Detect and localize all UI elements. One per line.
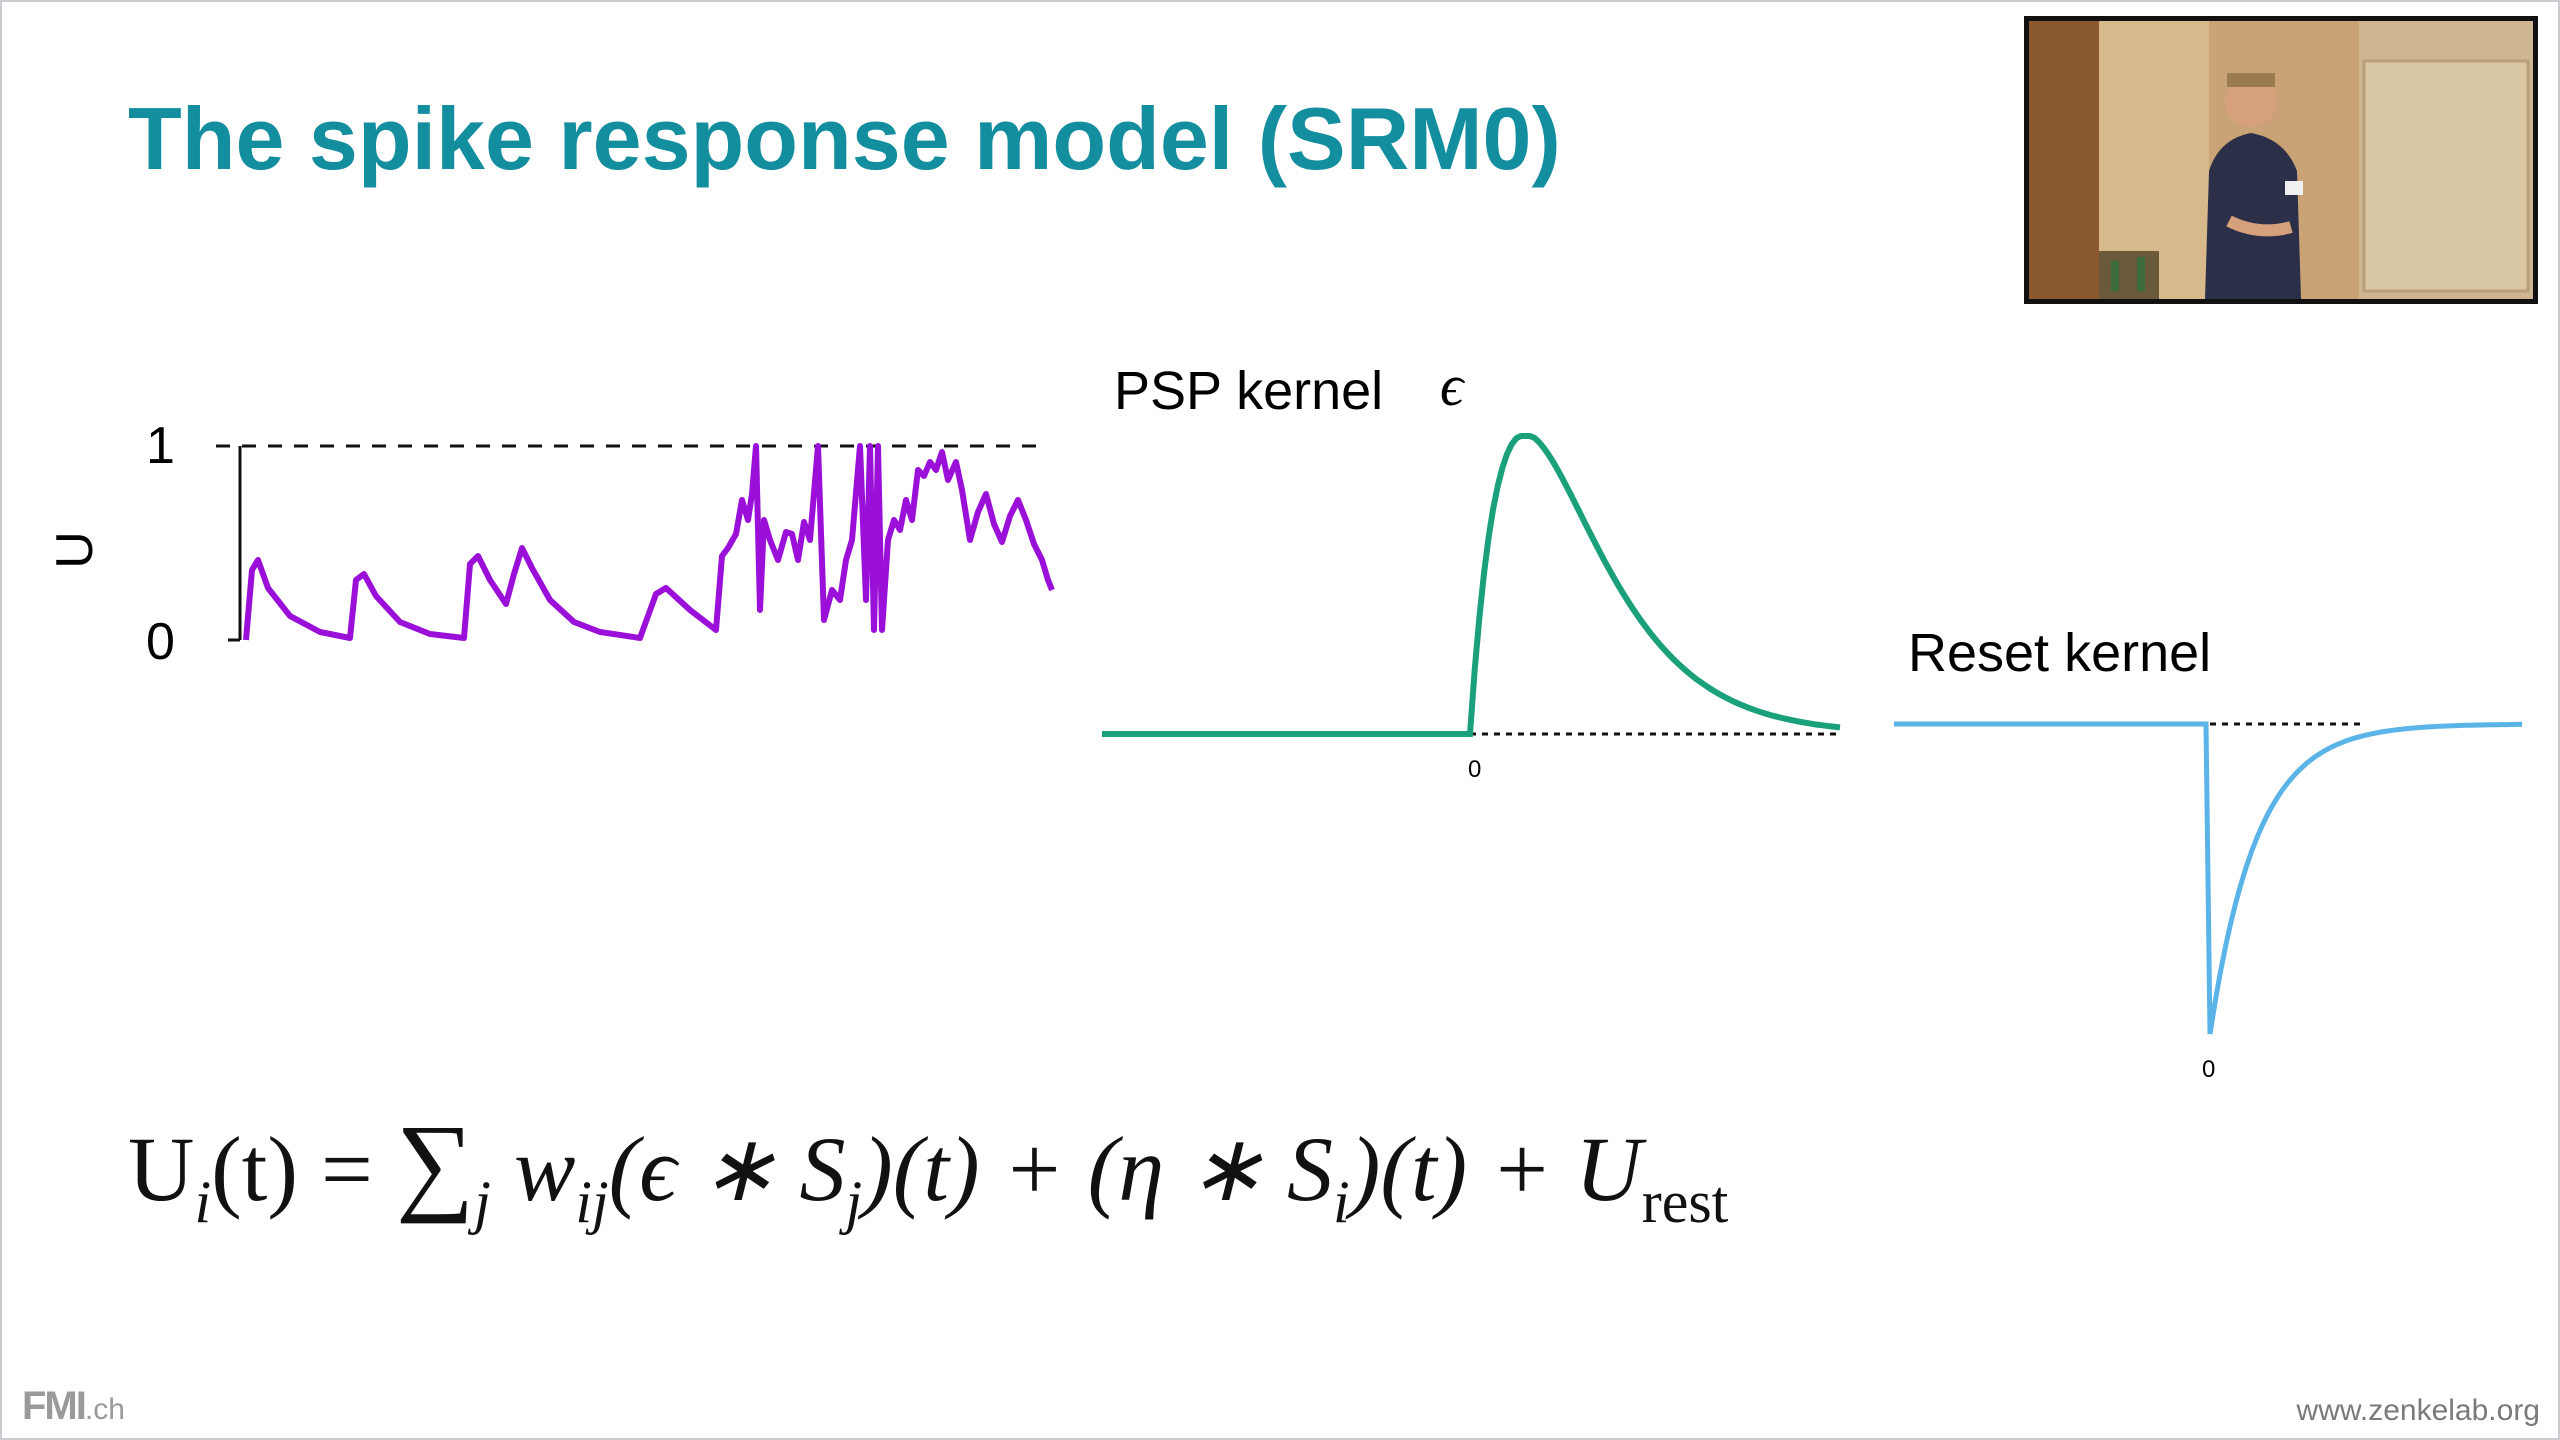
footer-url[interactable]: www.zenkelab.org — [2296, 1394, 2540, 1427]
srm-equation: Ui(t) = ∑j wij(ϵ ∗ Sj)(t) + (η ∗ Si)(t) … — [128, 1100, 1728, 1237]
formula-sum-sub: j — [474, 1169, 491, 1235]
reset-curve — [1894, 721, 2522, 1035]
membrane-trace — [243, 443, 1055, 641]
fmi-logo: FMI.ch — [22, 1384, 125, 1429]
formula-lhs: U — [128, 1118, 195, 1220]
formula-rest-sub: rest — [1641, 1169, 1729, 1235]
slide-title: The spike response model (SRM0) — [128, 89, 1561, 188]
formula-w: w — [490, 1118, 576, 1220]
reset-zero-tick: 0 — [2202, 1056, 2216, 1083]
formula-lhs-arg: (t) = — [211, 1118, 396, 1220]
formula-lhs-sub: i — [194, 1169, 212, 1235]
psp-curve — [1102, 433, 1841, 737]
membrane-tick-0: 0 — [146, 613, 175, 671]
formula-term2-sub: i — [1333, 1169, 1350, 1235]
speaker-video[interactable] — [2024, 16, 2538, 304]
fmi-logo-domain: .ch — [84, 1393, 125, 1426]
formula-sum: ∑ — [395, 1102, 475, 1224]
psp-kernel-symbol: ϵ — [1440, 353, 1464, 418]
speaker-video-frame — [2029, 21, 2533, 299]
membrane-tick-1: 1 — [146, 417, 175, 475]
formula-term2-end: )(t) + U — [1349, 1118, 1642, 1220]
psp-zero-tick: 0 — [1468, 756, 1482, 783]
formula-w-sub: ij — [575, 1169, 609, 1235]
psp-kernel-label: PSP kernel — [1114, 361, 1384, 421]
formula-term1: (ϵ ∗ S — [608, 1118, 846, 1220]
membrane-ylabel: U — [45, 531, 104, 569]
reset-kernel-label: Reset kernel — [1908, 623, 2212, 683]
fmi-logo-text: FMI — [22, 1384, 87, 1428]
formula-term1-sub: j — [845, 1169, 863, 1235]
formula-term1-end: )(t) + (η ∗ S — [862, 1118, 1334, 1220]
